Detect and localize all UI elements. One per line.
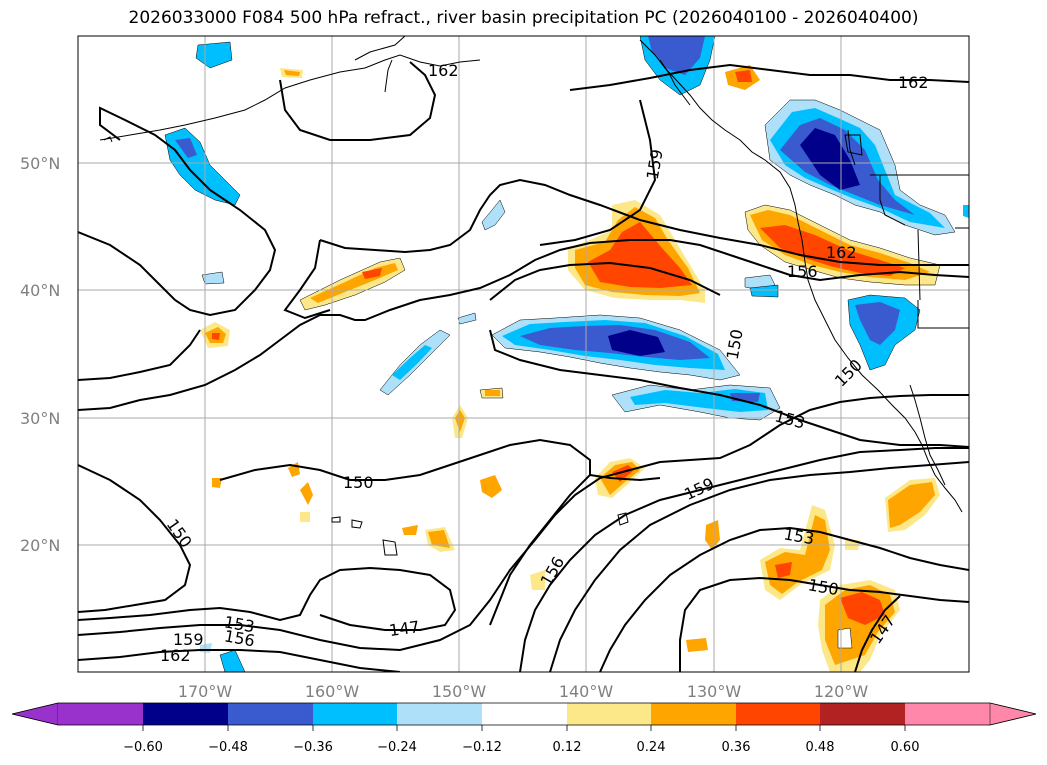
lat-labels: 50°N 40°N 30°N 20°N [20,154,60,555]
colorbar-segment-8 [651,703,736,725]
colorbar-segment-4 [313,703,398,725]
lat-label-30n: 30°N [20,409,60,428]
colorbar-segment-6 [482,703,567,725]
contour-label-4: 162 [826,243,857,262]
colorbar-outline [11,702,1037,726]
colorbar-tick-1: −0.60 [123,740,163,755]
colorbar-tick-7: 0.24 [637,740,666,755]
colorbar-tick-2: −0.48 [208,740,248,755]
contour-label-17: 159 [173,630,204,649]
colorbar-segment-2 [143,703,228,725]
contour-label-2: 162 [898,73,929,92]
contour-label-18: 162 [160,646,191,665]
colorbar-segment-11 [905,703,990,725]
contour-label-19: 147 [388,617,421,640]
lon-label-120w: 120°W [814,682,869,701]
colorbar-extend-right [989,702,1037,726]
gridlines [78,36,969,672]
lon-label-160w: 160°W [305,682,360,701]
colorbar-tick-10: 0.60 [891,740,920,755]
lat-label-50n: 50°N [20,154,60,173]
contour-label-5: 156 [787,262,818,281]
colorbar-segment-1 [58,703,143,725]
contour-label-10: 150 [343,473,374,492]
colorbar-segment-7 [567,703,652,725]
lon-label-170w: 170°W [178,682,233,701]
contour-labels: 162 162 159 162 156 150 150 153 159 150 … [160,61,929,665]
colorbar-segment-10 [820,703,905,725]
colorbar-segment-3 [228,703,313,725]
lat-label-20n: 20°N [20,536,60,555]
lon-label-140w: 140°W [559,682,614,701]
colorbar-tick-5: −0.12 [462,740,502,755]
colorbar-tick-3: −0.36 [293,740,333,755]
height-contours [78,61,969,672]
colorbar-tick-8: 0.36 [722,740,751,755]
colorbar-extend-left [11,702,59,726]
colorbar: −0.60 −0.48 −0.36 −0.24 −0.12 0.12 0.24 … [11,702,1037,755]
lon-label-150w: 150°W [432,682,487,701]
lon-label-130w: 130°W [687,682,742,701]
colorbar-tick-6: 0.12 [553,740,582,755]
colorbar-tick-4: −0.24 [377,740,417,755]
colorbar-segment-5 [397,703,482,725]
colorbar-tick-9: 0.48 [806,740,835,755]
colorbar-ticks [142,725,906,731]
lat-label-40n: 40°N [20,281,60,300]
colorbar-segment-9 [736,703,821,725]
coastlines [99,36,969,556]
map-frame [77,35,970,673]
figure-title: 2026033000 F084 500 hPa refract., river … [128,8,919,28]
contour-label-1: 162 [428,61,459,80]
lon-labels: 170°W 160°W 150°W 140°W 130°W 120°W [178,682,869,701]
